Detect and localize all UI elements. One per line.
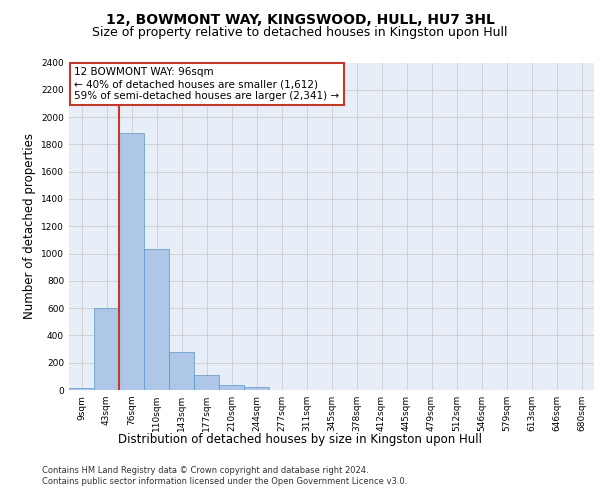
Y-axis label: Number of detached properties: Number of detached properties (23, 133, 35, 320)
Text: Contains public sector information licensed under the Open Government Licence v3: Contains public sector information licen… (42, 478, 407, 486)
Text: 12, BOWMONT WAY, KINGSWOOD, HULL, HU7 3HL: 12, BOWMONT WAY, KINGSWOOD, HULL, HU7 3H… (106, 12, 494, 26)
Text: 12 BOWMONT WAY: 96sqm
← 40% of detached houses are smaller (1,612)
59% of semi-d: 12 BOWMONT WAY: 96sqm ← 40% of detached … (74, 68, 340, 100)
Bar (119, 134, 144, 390)
Text: Distribution of detached houses by size in Kingston upon Hull: Distribution of detached houses by size … (118, 432, 482, 446)
Bar (194, 375, 219, 390)
Bar (169, 352, 194, 390)
Bar (69, 388, 94, 390)
Text: Size of property relative to detached houses in Kingston upon Hull: Size of property relative to detached ho… (92, 26, 508, 39)
Bar (244, 388, 269, 390)
Text: Contains HM Land Registry data © Crown copyright and database right 2024.: Contains HM Land Registry data © Crown c… (42, 466, 368, 475)
Bar (219, 384, 244, 390)
Bar (144, 250, 169, 390)
Bar (94, 308, 119, 390)
